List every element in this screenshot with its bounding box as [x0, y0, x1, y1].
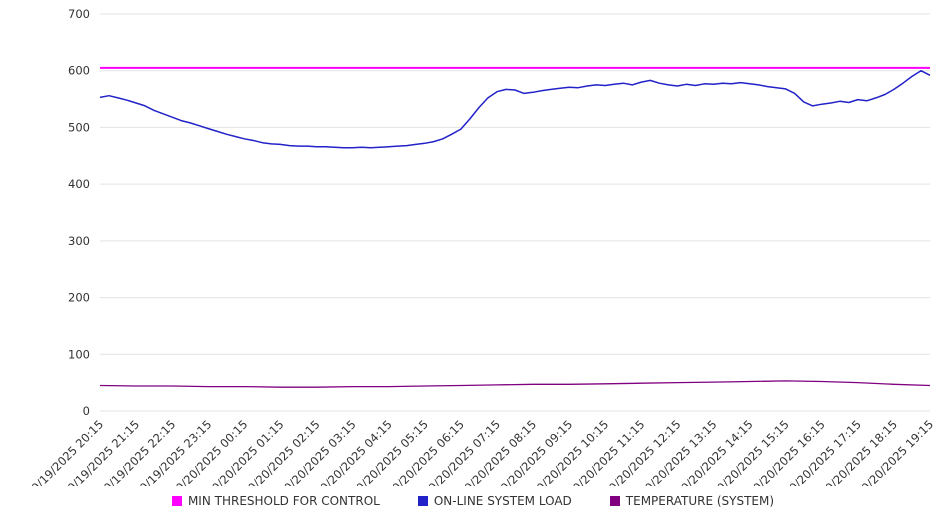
legend-swatch — [609, 496, 620, 506]
legend-swatch — [417, 496, 428, 506]
legend-item-2[interactable]: TEMPERATURE (SYSTEM) — [609, 494, 775, 508]
legend-label: ON-LINE SYSTEM LOAD — [433, 494, 572, 508]
legend-swatch — [171, 496, 182, 506]
legend-item-0[interactable]: MIN THRESHOLD FOR CONTROL — [171, 494, 380, 508]
y-tick-label: 500 — [68, 120, 90, 134]
y-tick-label: 0 — [83, 404, 90, 418]
legend-label: TEMPERATURE (SYSTEM) — [625, 494, 775, 508]
chart-legend: MIN THRESHOLD FOR CONTROL ON-LINE SYSTEM … — [0, 484, 946, 518]
y-tick-label: 200 — [68, 291, 90, 305]
y-tick-label: 700 — [68, 7, 90, 21]
y-tick-label: 600 — [68, 64, 90, 78]
legend-label: MIN THRESHOLD FOR CONTROL — [187, 494, 380, 508]
legend-item-1[interactable]: ON-LINE SYSTEM LOAD — [417, 494, 572, 508]
series-line-1 — [99, 69, 931, 149]
y-tick-label: 100 — [68, 347, 90, 361]
x-tick-label: 10/19/2025 20:15 — [23, 417, 106, 486]
y-tick-label: 300 — [68, 234, 90, 248]
y-tick-label: 400 — [68, 177, 90, 191]
series-line-2 — [99, 380, 931, 388]
